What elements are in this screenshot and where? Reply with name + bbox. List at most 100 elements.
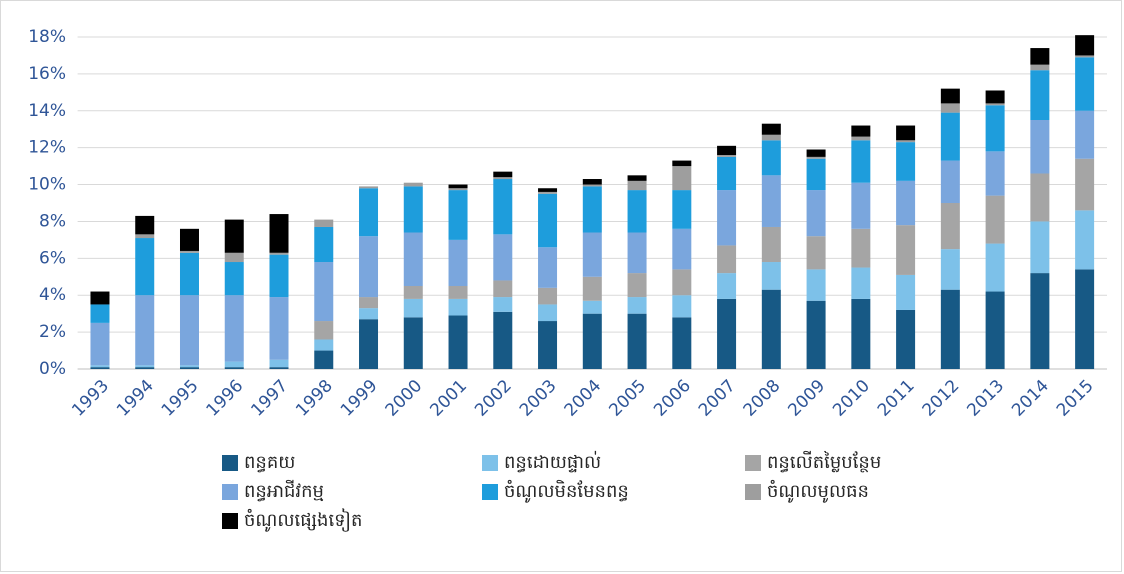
bar-segment bbox=[940, 249, 960, 290]
bar-segment bbox=[269, 252, 289, 255]
bar-segment bbox=[717, 145, 737, 156]
bar-segment bbox=[1075, 35, 1095, 56]
bar-segment bbox=[224, 262, 244, 296]
bar-segment bbox=[135, 215, 155, 235]
y-tick-label: 8% bbox=[39, 211, 66, 231]
bar-segment bbox=[896, 142, 916, 181]
y-tick-label: 18% bbox=[28, 27, 66, 47]
legend-label: ចំណូលមូលធន bbox=[767, 479, 869, 503]
bar-segment bbox=[851, 136, 871, 141]
bar-segment bbox=[224, 252, 244, 263]
bar-segment bbox=[448, 286, 468, 299]
bar-segment bbox=[896, 309, 916, 369]
bar-segment bbox=[851, 267, 871, 299]
bar-segment bbox=[1075, 269, 1095, 369]
bar-segment bbox=[224, 361, 244, 368]
bar-segment bbox=[403, 317, 423, 369]
bar-segment bbox=[314, 226, 334, 263]
bar-segment bbox=[851, 298, 871, 369]
bar-segment bbox=[90, 367, 110, 369]
bar-segment bbox=[806, 149, 826, 157]
bar-segment bbox=[493, 280, 513, 298]
bar-segment bbox=[940, 203, 960, 250]
bar-segment bbox=[940, 88, 960, 104]
bar-segment bbox=[314, 339, 334, 351]
bar-segment bbox=[493, 171, 513, 178]
bar-segment bbox=[806, 300, 826, 369]
legend-swatch bbox=[482, 455, 498, 471]
bar-segment bbox=[314, 350, 334, 369]
bar-segment bbox=[448, 298, 468, 316]
bar-segment bbox=[672, 190, 692, 229]
bar-segment bbox=[627, 313, 647, 369]
bar-segment bbox=[269, 367, 289, 369]
bar-segment bbox=[985, 195, 1005, 244]
bar-segment bbox=[851, 228, 871, 268]
legend-swatch bbox=[222, 484, 238, 500]
bar-segment bbox=[403, 298, 423, 318]
legend-label: ចំណូលមិនមែនពន្ធ bbox=[504, 479, 629, 503]
y-tick-label: 14% bbox=[28, 101, 66, 121]
bar-segment bbox=[359, 186, 379, 189]
bar-segment bbox=[179, 252, 199, 296]
bar-segment bbox=[672, 166, 692, 191]
bar-segment bbox=[1030, 64, 1050, 71]
bar-segment bbox=[269, 359, 289, 368]
bar-segment bbox=[493, 311, 513, 369]
bar-segment bbox=[90, 365, 110, 368]
bar-segment bbox=[448, 188, 468, 191]
bar-segment bbox=[135, 367, 155, 369]
bar-segment bbox=[940, 112, 960, 161]
bar-segment bbox=[985, 291, 1005, 369]
bar-segment bbox=[761, 123, 781, 135]
bar-segment bbox=[806, 158, 826, 191]
bar-segment bbox=[314, 321, 334, 340]
bar-segment bbox=[179, 250, 199, 253]
bar-segment bbox=[538, 191, 558, 194]
bar-segment bbox=[224, 367, 244, 369]
bar-segment bbox=[135, 234, 155, 239]
bar-segment bbox=[403, 186, 423, 233]
bar-segment bbox=[896, 274, 916, 310]
bar-segment bbox=[985, 243, 1005, 292]
bar-segment bbox=[179, 228, 199, 251]
bar-segment bbox=[627, 297, 647, 314]
bar-segment bbox=[1030, 221, 1050, 274]
bar-segment bbox=[269, 214, 289, 253]
bar-segment bbox=[627, 175, 647, 181]
bar-segment bbox=[1030, 273, 1050, 369]
bar-segment bbox=[1075, 158, 1095, 211]
bar-segment bbox=[672, 295, 692, 318]
bar-segment bbox=[582, 276, 602, 301]
bar-segment bbox=[493, 179, 513, 235]
bar-segment bbox=[717, 155, 737, 157]
bar-segment bbox=[493, 234, 513, 281]
bar-segment bbox=[940, 103, 960, 113]
bar-segment bbox=[314, 219, 334, 227]
bar-segment bbox=[1030, 120, 1050, 174]
bar-segment bbox=[403, 232, 423, 286]
bar-segment bbox=[135, 238, 155, 296]
bar-segment bbox=[179, 367, 199, 369]
bar-segment bbox=[627, 273, 647, 298]
bar-segment bbox=[717, 156, 737, 191]
legend-label: ពន្ធដោយផ្ទាល់ bbox=[504, 450, 601, 473]
bar-segment bbox=[761, 140, 781, 176]
legend-swatch bbox=[222, 513, 238, 529]
bar-segment bbox=[761, 289, 781, 369]
y-tick-label: 6% bbox=[39, 248, 66, 268]
bar-segment bbox=[806, 236, 826, 270]
bar-segment bbox=[135, 365, 155, 368]
bar-segment bbox=[896, 180, 916, 226]
legend-label: ពន្ធអាជីវកម្ម bbox=[244, 479, 324, 502]
bar-segment bbox=[179, 365, 199, 368]
y-tick-label: 12% bbox=[28, 138, 66, 158]
bar-segment bbox=[1075, 57, 1095, 111]
legend-label: ពន្ធលើតម្លៃបន្ថែម bbox=[767, 450, 881, 473]
bar-segment bbox=[627, 180, 647, 191]
bar-segment bbox=[359, 236, 379, 298]
bar-segment bbox=[761, 262, 781, 290]
bar-segment bbox=[582, 313, 602, 369]
bar-segment bbox=[672, 160, 692, 167]
